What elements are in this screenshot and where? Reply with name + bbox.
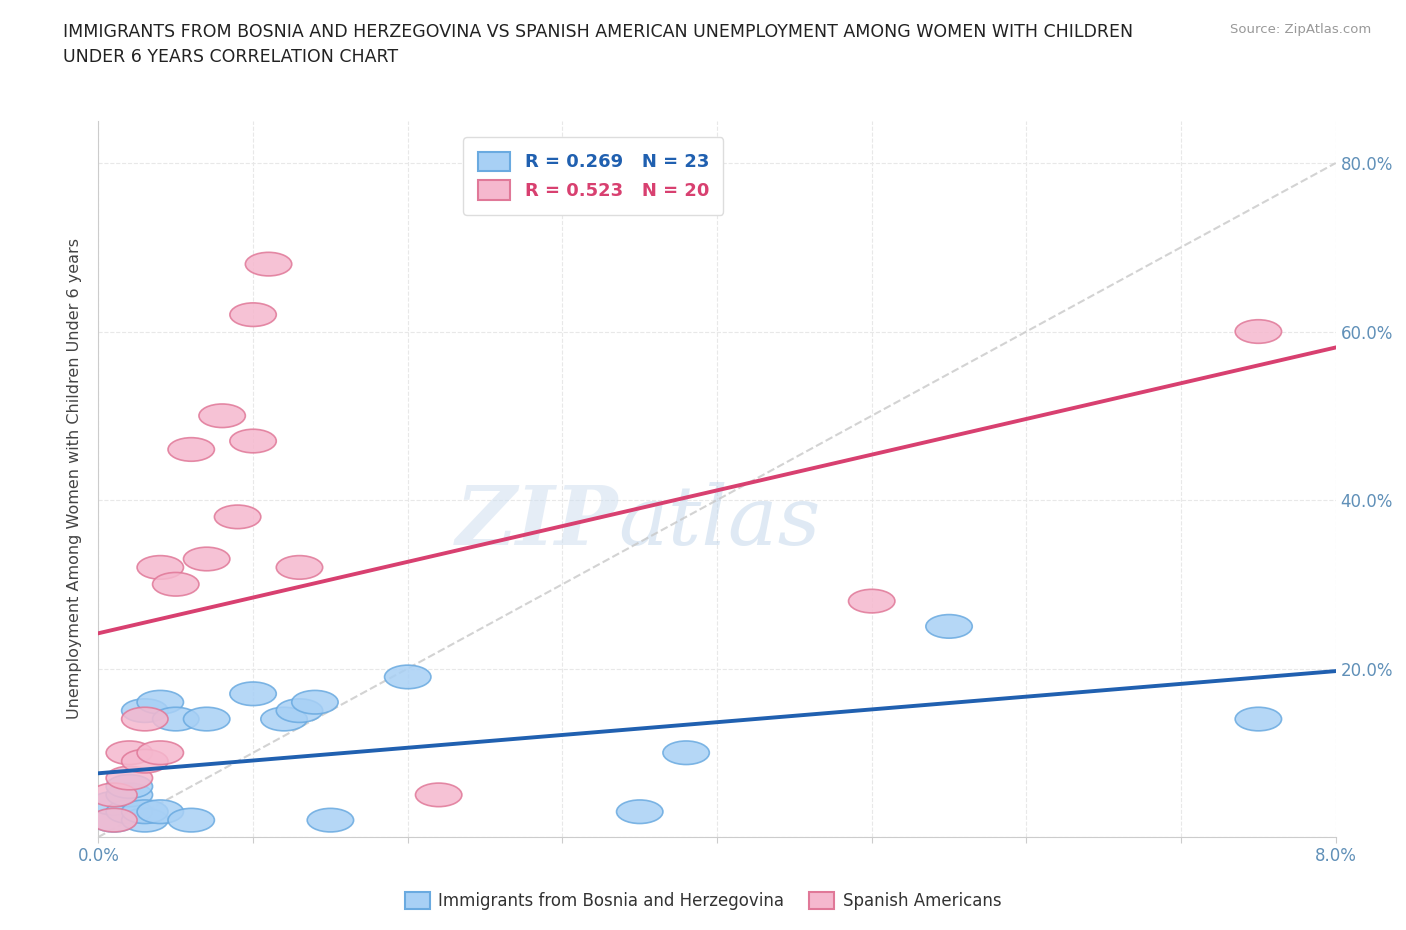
Ellipse shape (138, 741, 184, 764)
Ellipse shape (107, 783, 153, 806)
Ellipse shape (200, 404, 246, 428)
Ellipse shape (107, 741, 153, 764)
Ellipse shape (664, 741, 709, 764)
Ellipse shape (122, 707, 169, 731)
Ellipse shape (169, 808, 215, 832)
Ellipse shape (1236, 707, 1282, 731)
Ellipse shape (122, 808, 169, 832)
Ellipse shape (231, 430, 276, 453)
Y-axis label: Unemployment Among Women with Children Under 6 years: Unemployment Among Women with Children U… (67, 238, 83, 720)
Ellipse shape (416, 783, 461, 806)
Ellipse shape (107, 800, 153, 824)
Ellipse shape (91, 791, 138, 815)
Text: atlas: atlas (619, 482, 821, 562)
Ellipse shape (307, 808, 354, 832)
Ellipse shape (849, 590, 896, 613)
Ellipse shape (122, 800, 169, 824)
Ellipse shape (91, 808, 138, 832)
Text: IMMIGRANTS FROM BOSNIA AND HERZEGOVINA VS SPANISH AMERICAN UNEMPLOYMENT AMONG WO: IMMIGRANTS FROM BOSNIA AND HERZEGOVINA V… (63, 23, 1133, 66)
Ellipse shape (231, 303, 276, 326)
Ellipse shape (107, 775, 153, 798)
Legend: Immigrants from Bosnia and Herzegovina, Spanish Americans: Immigrants from Bosnia and Herzegovina, … (398, 885, 1008, 917)
Ellipse shape (107, 766, 153, 790)
Text: ZIP: ZIP (456, 482, 619, 562)
Ellipse shape (385, 665, 432, 689)
Ellipse shape (138, 555, 184, 579)
Ellipse shape (617, 800, 664, 824)
Ellipse shape (276, 698, 323, 723)
Ellipse shape (138, 690, 184, 714)
Ellipse shape (91, 808, 138, 832)
Ellipse shape (152, 707, 200, 731)
Ellipse shape (245, 252, 292, 276)
Ellipse shape (169, 438, 215, 461)
Text: Source: ZipAtlas.com: Source: ZipAtlas.com (1230, 23, 1371, 36)
Ellipse shape (183, 707, 231, 731)
Ellipse shape (927, 615, 973, 638)
Ellipse shape (91, 783, 138, 806)
Ellipse shape (138, 800, 184, 824)
Ellipse shape (152, 573, 200, 596)
Ellipse shape (231, 682, 276, 706)
Ellipse shape (276, 555, 323, 579)
Ellipse shape (262, 707, 308, 731)
Ellipse shape (214, 505, 262, 528)
Ellipse shape (122, 750, 169, 773)
Ellipse shape (122, 698, 169, 723)
Ellipse shape (183, 547, 231, 571)
Ellipse shape (292, 690, 339, 714)
Legend: R = 0.269   N = 23, R = 0.523   N = 20: R = 0.269 N = 23, R = 0.523 N = 20 (463, 137, 724, 215)
Ellipse shape (1236, 320, 1282, 343)
